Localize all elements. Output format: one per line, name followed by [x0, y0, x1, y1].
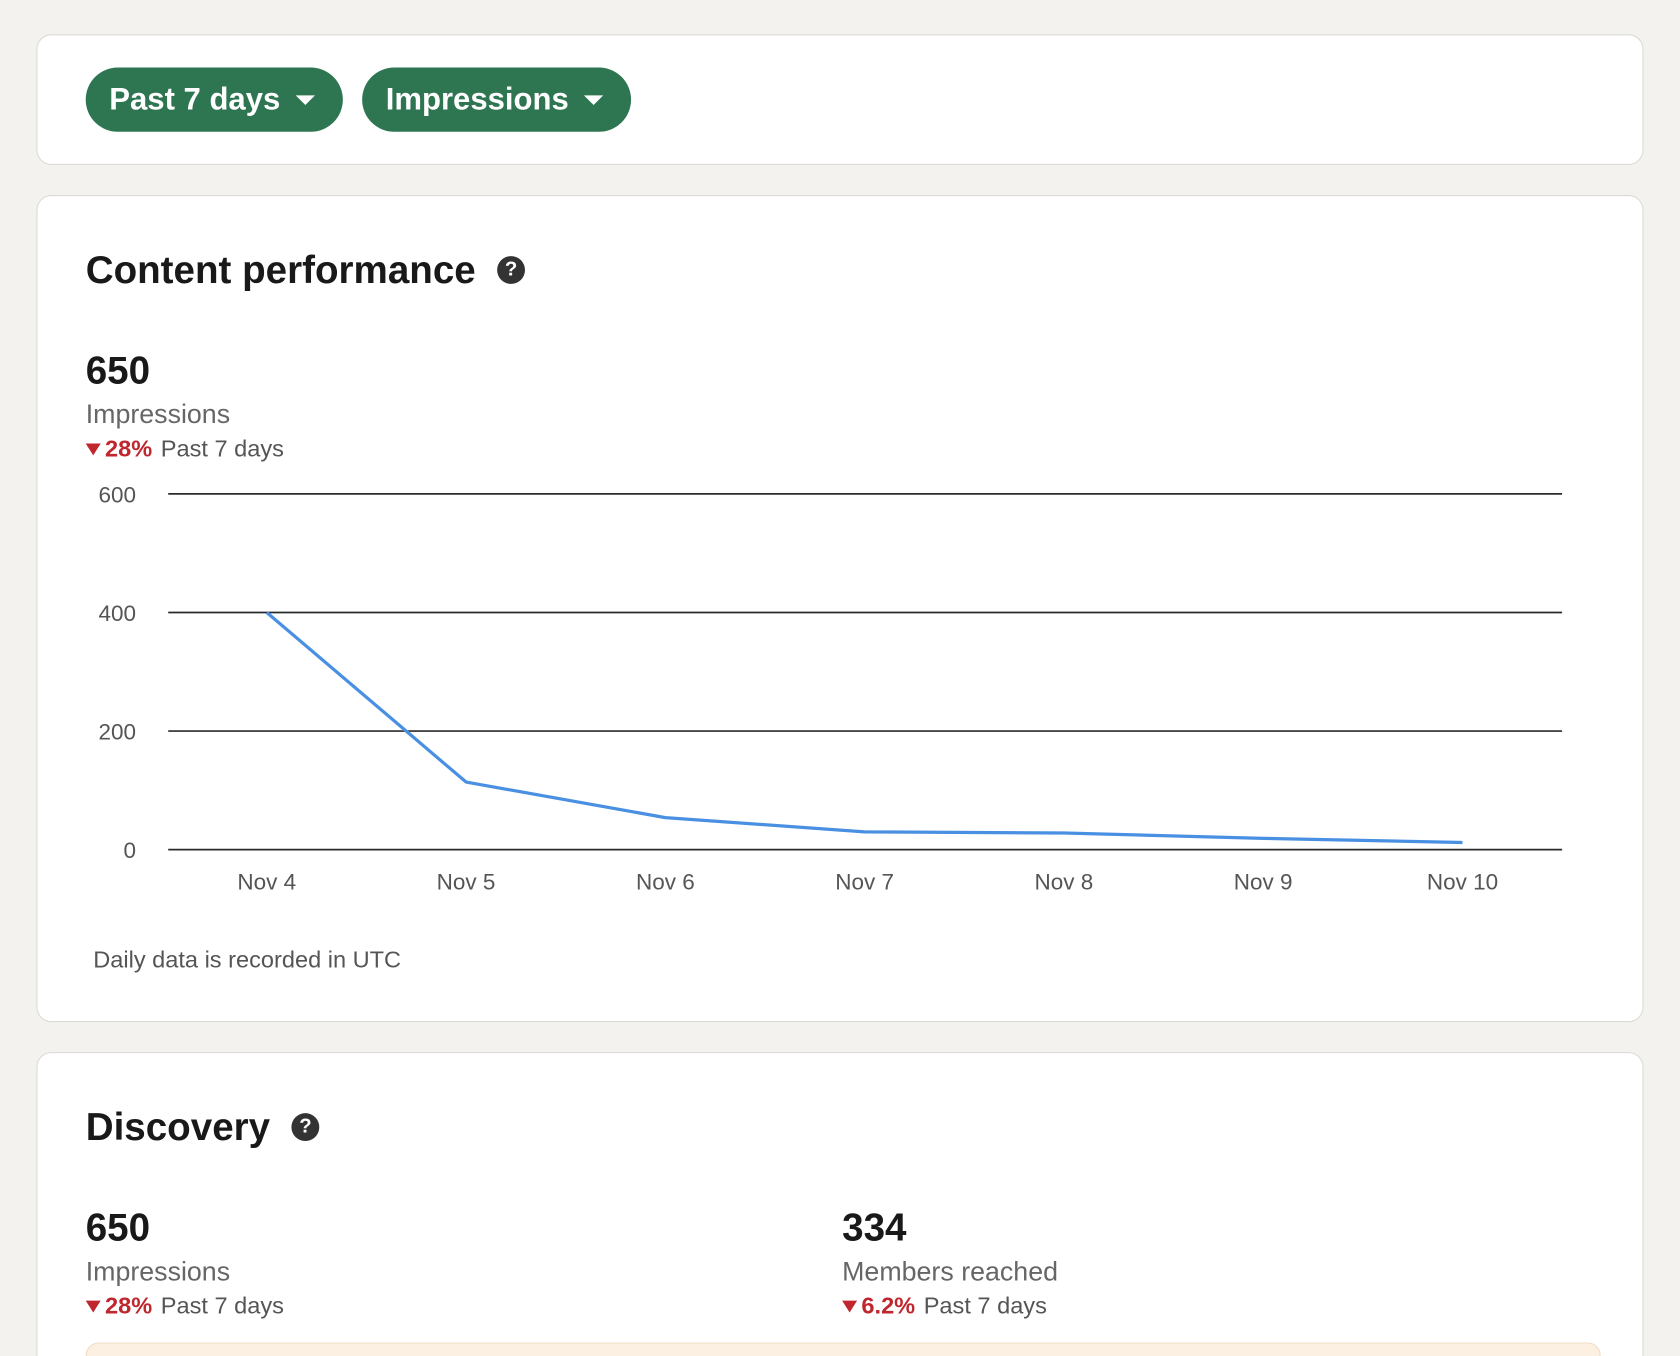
members-reached-label: Members reached [842, 1256, 1058, 1287]
arrow-down-icon [85, 443, 101, 455]
change-percent: 28% [104, 434, 153, 462]
impressions-value: 650 [85, 1205, 151, 1250]
x-tick-label: Nov 10 [1427, 869, 1498, 894]
discovery-card: Discovery? 650 Impressions 28% Past 7 day… [36, 1052, 1644, 1356]
x-tick-label: Nov 8 [1035, 869, 1094, 894]
x-tick-label: Nov 7 [835, 869, 894, 894]
impressions-line-chart: 0 200 400 600 Nov 4 Nov 5 Nov 6 Nov 7 Nov 8 Nov 9… [99, 482, 1563, 894]
arrow-down-icon [842, 1300, 858, 1312]
impressions-change: 28% Past 7 days [85, 1292, 284, 1320]
question-circle-icon[interactable]: ? [497, 256, 526, 284]
caret-down-icon [583, 94, 604, 105]
members-reached-change: 6.2% Past 7 days [842, 1292, 1047, 1320]
content-performance-title: Content performance [85, 247, 476, 292]
series-line [265, 611, 1463, 845]
change-period: Past 7 days [923, 1292, 1047, 1319]
members-reached-value: 334 [842, 1205, 907, 1250]
section-title: Content performance? [85, 247, 526, 292]
change-percent: 28% [104, 1292, 153, 1319]
y-tick-label: 400 [99, 601, 137, 626]
change-period: Past 7 days [160, 434, 284, 462]
impressions-label: Impressions [85, 1256, 231, 1287]
x-tick-label: Nov 9 [1234, 869, 1293, 894]
change-percent: 6.2% [861, 1292, 916, 1319]
caret-down-icon [295, 94, 315, 105]
section-title: Discovery? [86, 1105, 320, 1150]
y-tick-label: 0 [124, 838, 137, 863]
metric-dropdown[interactable]: Impressions [362, 67, 631, 132]
x-tick-label: Nov 5 [437, 869, 496, 894]
impressions-value: 650 [85, 348, 151, 393]
impressions-change: 28% Past 7 days [85, 434, 284, 463]
info-banner [85, 1342, 1601, 1356]
x-tick-label: Nov 6 [636, 869, 695, 894]
metric-dropdown-label: Impressions [385, 81, 569, 117]
arrow-down-icon [85, 1300, 101, 1312]
discovery-title: Discovery [85, 1104, 271, 1149]
content-performance-card: Content performance? 650 Impressions 28%… [36, 194, 1644, 1023]
period-dropdown-label: Past 7 days [109, 81, 281, 117]
change-period: Past 7 days [160, 1292, 284, 1319]
question-circle-icon[interactable]: ? [291, 1113, 320, 1142]
filter-bar: Past 7 days Impressions [36, 34, 1644, 165]
y-tick-label: 600 [99, 482, 137, 507]
x-tick-label: Nov 4 [237, 869, 296, 894]
period-dropdown[interactable]: Past 7 days [85, 67, 343, 132]
utc-footnote: Daily data is recorded in UTC [93, 946, 402, 973]
y-tick-label: 200 [99, 720, 137, 745]
impressions-label: Impressions [85, 399, 231, 430]
